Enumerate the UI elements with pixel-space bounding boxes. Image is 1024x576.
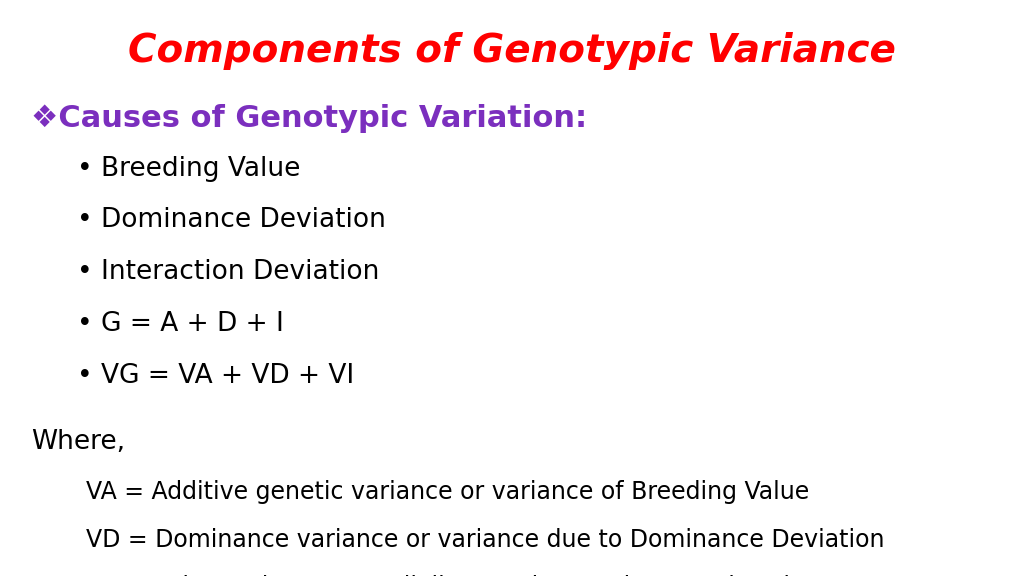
Text: • Breeding Value: • Breeding Value bbox=[77, 156, 300, 181]
Text: • G = A + D + I: • G = A + D + I bbox=[77, 311, 284, 337]
Text: ❖Causes of Genotypic Variation:: ❖Causes of Genotypic Variation: bbox=[31, 104, 587, 132]
Text: VA = Additive genetic variance or variance of Breeding Value: VA = Additive genetic variance or varian… bbox=[56, 480, 810, 504]
Text: • VG = VA + VD + VI: • VG = VA + VD + VI bbox=[77, 363, 354, 389]
Text: Components of Genotypic Variance: Components of Genotypic Variance bbox=[128, 32, 896, 70]
Text: • Dominance Deviation: • Dominance Deviation bbox=[77, 207, 386, 233]
Text: • Interaction Deviation: • Interaction Deviation bbox=[77, 259, 379, 285]
Text: Where,: Where, bbox=[31, 429, 125, 455]
Text: VD = Dominance variance or variance due to Dominance Deviation: VD = Dominance variance or variance due … bbox=[56, 528, 885, 552]
Text: VI = Variance due to non-allelic gene interaction or epistasis: VI = Variance due to non-allelic gene in… bbox=[56, 575, 803, 576]
